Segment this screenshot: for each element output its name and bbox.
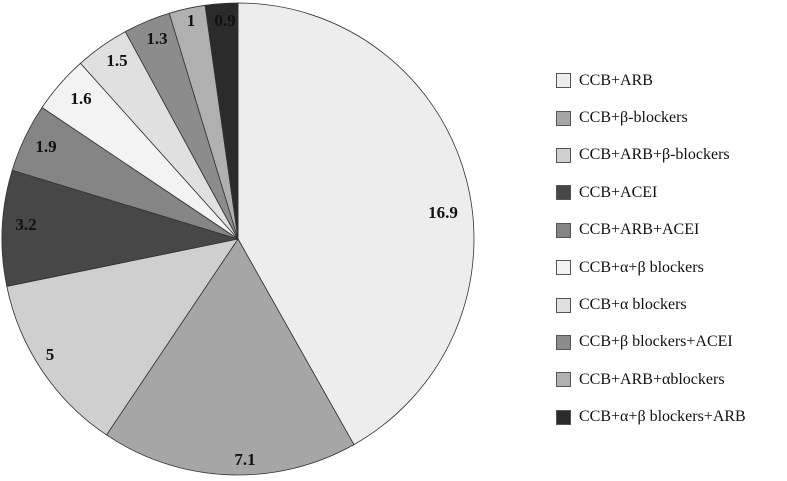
legend: CCB+ARB CCB+β-blockers CCB+ARB+β-blocker… <box>556 62 784 436</box>
legend-swatch <box>556 260 571 276</box>
pie-slice <box>105 238 355 476</box>
legend-item: CCB+ARB+ACEI <box>556 212 784 249</box>
legend-item: CCB+ACEI <box>556 174 784 211</box>
legend-label: CCB+α+β blockers+ARB <box>579 408 746 426</box>
slice-value-label: 1.5 <box>106 51 127 70</box>
legend-label: CCB+ARB+αblockers <box>579 370 725 388</box>
legend-item: CCB+β blockers+ACEI <box>556 324 784 361</box>
slice-value-label: 0.9 <box>214 11 235 30</box>
legend-item: CCB+ARB <box>556 62 784 99</box>
slice-value-label: 16.9 <box>428 203 458 222</box>
legend-label: CCB+ARB+ACEI <box>579 221 700 239</box>
slice-value-label: 5 <box>46 345 55 364</box>
legend-label: CCB+ARB <box>579 71 653 89</box>
legend-item: CCB+ARB+αblockers <box>556 361 784 398</box>
legend-swatch <box>556 297 571 313</box>
legend-item: CCB+α+β blockers+ARB <box>556 399 784 436</box>
legend-label: CCB+β blockers+ACEI <box>579 333 733 351</box>
legend-swatch <box>556 372 571 388</box>
slice-value-label: 7.1 <box>234 450 255 469</box>
pie-chart: 16.9 7.1 5 3.2 1.9 1.6 1.5 1.3 1 0.9 <box>1 2 475 476</box>
legend-item: CCB+α blockers <box>556 286 784 323</box>
pie-slice <box>1 169 239 287</box>
legend-swatch <box>556 185 571 201</box>
legend-swatch <box>556 73 571 89</box>
legend-swatch <box>556 409 571 425</box>
pie-slice <box>204 2 239 240</box>
pie-slice <box>237 2 475 446</box>
slice-value-label: 1.9 <box>35 137 56 156</box>
slice-value-label: 3.2 <box>15 215 36 234</box>
legend-swatch <box>556 147 571 163</box>
legend-item: CCB+ARB+β-blockers <box>556 137 784 174</box>
pie-slice <box>6 238 239 436</box>
legend-label: CCB+α blockers <box>579 296 687 314</box>
legend-swatch <box>556 334 571 350</box>
legend-label: CCB+α+β blockers <box>579 258 704 276</box>
legend-item: CCB+α+β blockers <box>556 249 784 286</box>
legend-label: CCB+ARB+β-blockers <box>579 146 730 164</box>
legend-label: CCB+ACEI <box>579 183 658 201</box>
slice-value-label: 1 <box>187 11 196 30</box>
legend-swatch <box>556 110 571 126</box>
legend-item: CCB+β-blockers <box>556 99 784 136</box>
slice-value-label: 1.6 <box>70 89 91 108</box>
legend-label: CCB+β-blockers <box>579 109 688 127</box>
legend-swatch <box>556 222 571 238</box>
slice-value-label: 1.3 <box>146 29 167 48</box>
